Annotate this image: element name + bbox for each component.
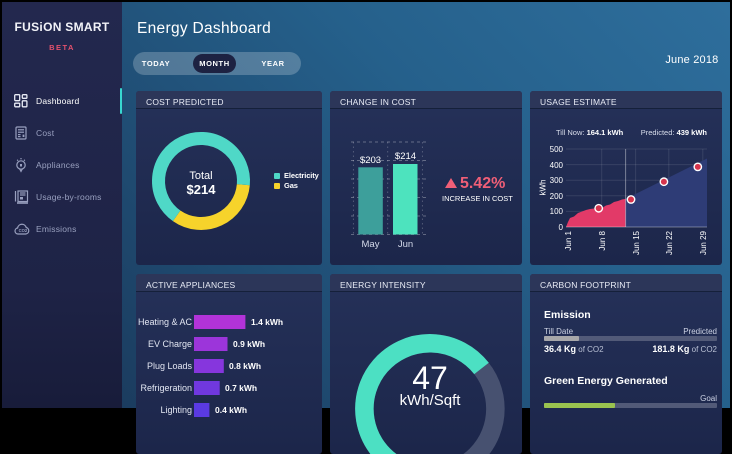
svg-text:CO2: CO2 [19, 228, 28, 233]
